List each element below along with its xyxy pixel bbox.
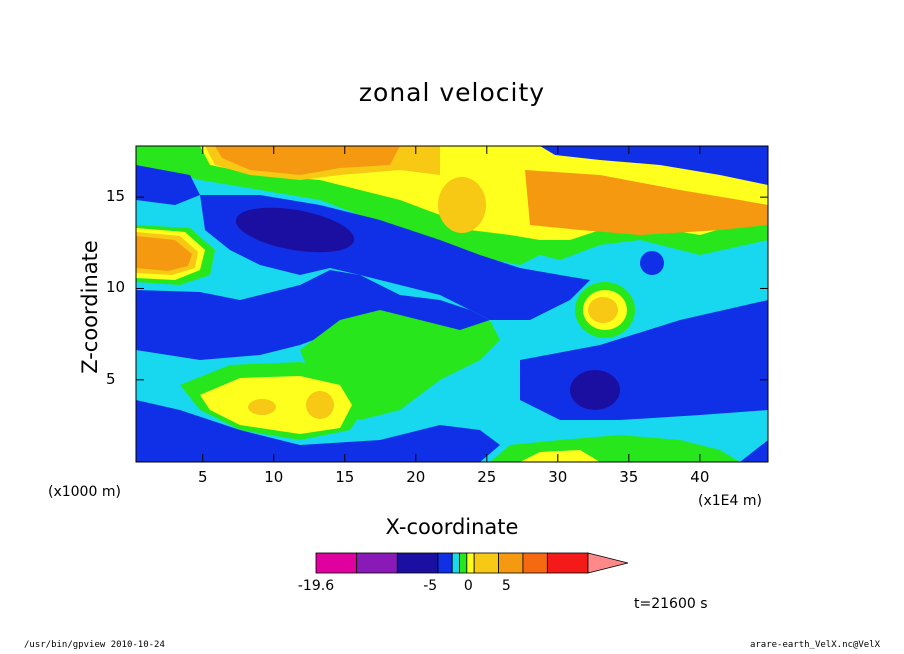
x-tick-label: 5: [197, 468, 208, 486]
contour-field: [136, 146, 768, 462]
footer-left: /usr/bin/gpview 2010-10-24: [24, 640, 165, 650]
colorbar-swatch: [437, 552, 453, 574]
x-unit-label: (x1000 m): [48, 484, 121, 500]
y-tick-label: 10: [106, 278, 126, 297]
chart-title: zonal velocity: [358, 78, 546, 107]
contour-band-orange-top: [215, 146, 400, 175]
y-axis-label: Z-coordinate: [78, 240, 102, 374]
contour-topright-blue: [540, 146, 768, 185]
colorbar-swatch: [459, 552, 468, 574]
colorbar-swatch: [522, 552, 548, 574]
colorbar: [315, 552, 629, 574]
colorbar-label: 5: [501, 578, 511, 594]
contour-gold-blob: [438, 177, 486, 233]
x-axis-label: X-coordinate: [385, 515, 519, 539]
footer-right: arare-earth_VelX.nc@VelX: [749, 640, 880, 650]
x-tick-label: 35: [619, 468, 639, 486]
colorbar-swatch: [356, 552, 398, 574]
colorbar-swatch: [451, 552, 460, 574]
colorbar-arrow: [587, 552, 629, 574]
x-tick-label: 40: [690, 468, 710, 486]
colorbar-swatch: [396, 552, 439, 574]
time-label: t=21600 s: [634, 596, 708, 612]
colorbar-label: -5: [423, 578, 438, 594]
contour-bottom-blue: [136, 400, 500, 462]
x-tick-label: 15: [335, 468, 355, 486]
colorbar-swatch: [315, 552, 358, 574]
contour-lower-yellow: [200, 376, 352, 434]
contour-band-blue-main: [136, 270, 490, 360]
x-tick-label: 20: [406, 468, 426, 486]
contour-darkblue-blob: [235, 207, 355, 253]
x-tick-label: 30: [548, 468, 568, 486]
colorbar-swatch: [546, 552, 589, 574]
colorbar-label: -19.6: [297, 578, 335, 594]
x-tick-label: 10: [264, 468, 284, 486]
y-tick-label: 5: [106, 369, 116, 388]
colorbar-label: 0: [463, 578, 473, 594]
y-tick-label: 15: [106, 187, 126, 206]
y-ticks: [136, 196, 768, 381]
contour-band-orange-right: [525, 170, 768, 235]
colorbar-swatch: [498, 552, 524, 574]
contour-lowright-darkblue: [570, 370, 620, 410]
contour-left-blue-top: [136, 165, 200, 205]
x-tick-label: 25: [477, 468, 497, 486]
colorbar-swatch: [473, 552, 499, 574]
x-scale-label: (x1E4 m): [698, 493, 762, 509]
colorbar-swatch: [466, 552, 475, 574]
plot-frame: [135, 145, 769, 463]
x-ticks: [202, 146, 701, 462]
